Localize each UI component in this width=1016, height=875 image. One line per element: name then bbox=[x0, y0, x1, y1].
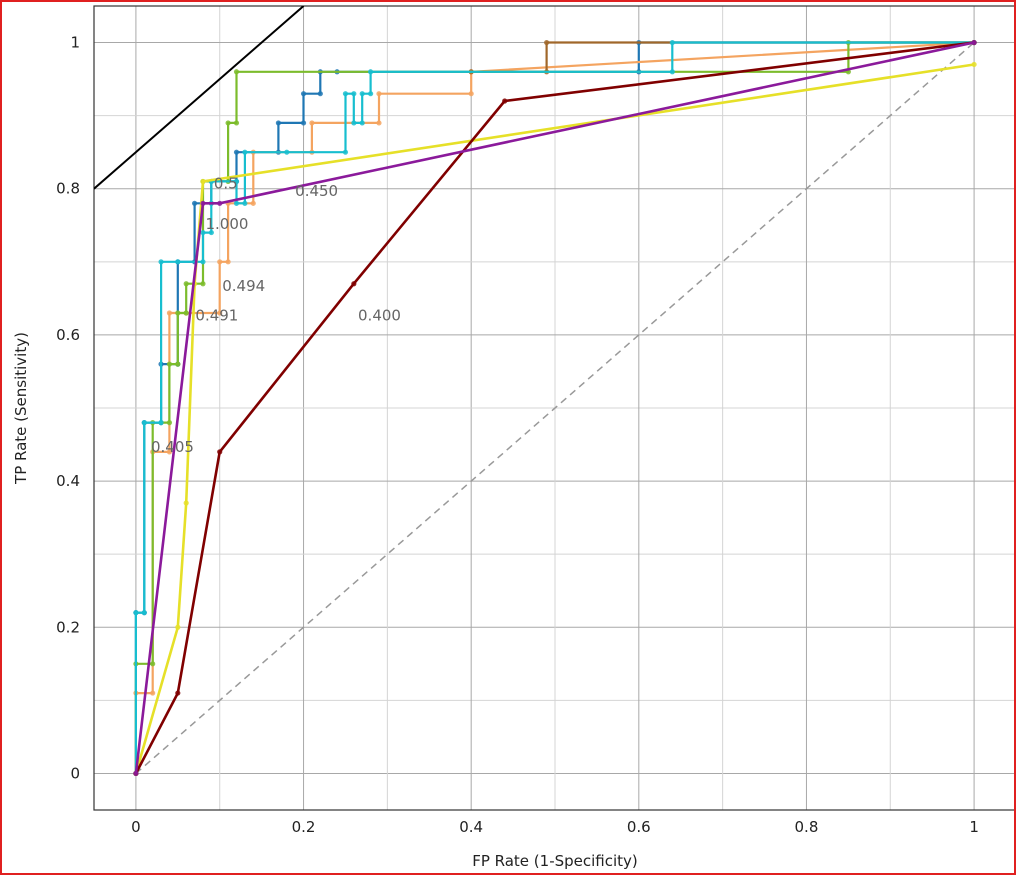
roc-point bbox=[217, 310, 223, 316]
roc-point bbox=[158, 420, 164, 426]
roc-point bbox=[175, 310, 181, 316]
tick-labels: 0 0.2 0.4 0.6 0.8 1 0 0.2 0.4 0.6 0.8 1 bbox=[56, 34, 979, 836]
threshold-label: 1.000 bbox=[205, 215, 248, 233]
x-tick-label: 0 bbox=[131, 818, 141, 836]
roc-point bbox=[200, 200, 206, 206]
roc-point bbox=[284, 149, 290, 155]
roc-point bbox=[225, 259, 231, 265]
roc-point bbox=[191, 200, 198, 206]
roc-curve-1 bbox=[134, 41, 975, 774]
roc-point bbox=[183, 281, 189, 287]
roc-point bbox=[150, 690, 156, 696]
roc-point bbox=[175, 624, 181, 630]
roc-point bbox=[175, 361, 181, 367]
roc-point bbox=[351, 281, 357, 287]
roc-point bbox=[971, 39, 977, 46]
x-tick-label: 0.6 bbox=[627, 818, 651, 836]
roc-point bbox=[971, 61, 977, 68]
x-tick-label: 0.8 bbox=[795, 818, 819, 836]
threshold-labels: 0.5 0.450 1.000 0.494 0.491 0.400 0.405 bbox=[151, 175, 401, 456]
roc-point bbox=[233, 200, 240, 206]
roc-point bbox=[669, 69, 675, 75]
roc-point bbox=[175, 690, 181, 696]
roc-curves bbox=[133, 39, 977, 777]
roc-point bbox=[669, 39, 675, 46]
roc-point bbox=[242, 149, 248, 155]
roc-point bbox=[242, 200, 248, 206]
roc-curve-7 bbox=[134, 41, 975, 774]
roc-point bbox=[200, 281, 206, 287]
roc-point bbox=[233, 120, 240, 126]
roc-curve-6 bbox=[134, 41, 975, 775]
roc-point bbox=[200, 229, 206, 236]
x-tick-label: 0.4 bbox=[459, 818, 483, 836]
roc-point bbox=[376, 120, 382, 126]
roc-point bbox=[166, 361, 173, 367]
roc-curve-5 bbox=[134, 63, 975, 774]
roc-point bbox=[351, 120, 357, 126]
random-classifier-diagonal bbox=[135, 41, 975, 775]
roc-point bbox=[141, 420, 147, 426]
roc-point bbox=[342, 91, 349, 97]
x-axis-title: FP Rate (1-Specificity) bbox=[472, 852, 638, 870]
roc-point bbox=[217, 449, 223, 455]
iso-performance-line bbox=[94, 6, 305, 190]
y-tick-label: 1 bbox=[70, 34, 80, 52]
roc-point bbox=[200, 178, 206, 185]
y-tick-label: 0.4 bbox=[56, 472, 80, 490]
roc-point bbox=[376, 91, 382, 97]
roc-point bbox=[368, 69, 374, 75]
threshold-label: 0.400 bbox=[358, 306, 401, 324]
roc-point bbox=[166, 420, 173, 426]
roc-point bbox=[150, 661, 156, 667]
roc-point bbox=[342, 149, 349, 155]
roc-point bbox=[368, 91, 374, 97]
roc-point bbox=[233, 178, 240, 185]
roc-point bbox=[158, 259, 164, 265]
roc-point bbox=[141, 610, 147, 616]
roc-point bbox=[300, 91, 307, 97]
y-tick-label: 0.6 bbox=[56, 326, 80, 344]
roc-point bbox=[250, 200, 256, 206]
roc-point bbox=[208, 229, 214, 236]
roc-point bbox=[359, 91, 365, 97]
roc-point bbox=[309, 120, 315, 126]
roc-point bbox=[544, 39, 550, 46]
roc-point bbox=[166, 310, 173, 316]
roc-point bbox=[300, 120, 307, 126]
y-tick-label: 0.2 bbox=[56, 618, 80, 636]
x-tick-label: 1 bbox=[969, 818, 979, 836]
roc-point bbox=[275, 120, 281, 126]
roc-point bbox=[233, 69, 240, 75]
roc-point bbox=[183, 310, 189, 316]
x-tick-label: 0.2 bbox=[292, 818, 316, 836]
roc-point bbox=[217, 259, 223, 265]
threshold-label: 0.5 bbox=[214, 175, 238, 193]
reference-lines bbox=[94, 6, 975, 775]
roc-point bbox=[502, 98, 508, 104]
roc-point bbox=[317, 91, 323, 97]
roc-point bbox=[225, 120, 231, 126]
threshold-label: 0.405 bbox=[151, 438, 194, 456]
roc-point bbox=[133, 610, 139, 616]
roc-point bbox=[351, 91, 357, 97]
roc-point bbox=[233, 149, 240, 155]
y-tick-label: 0 bbox=[70, 764, 80, 782]
roc-point bbox=[217, 200, 223, 206]
roc-point bbox=[183, 500, 189, 506]
y-tick-label: 0.8 bbox=[56, 180, 80, 198]
y-axis-title: TP Rate (Sensitivity) bbox=[12, 332, 30, 485]
roc-point bbox=[468, 91, 474, 97]
roc-point bbox=[359, 120, 365, 126]
roc-point bbox=[175, 259, 181, 265]
plot-area-border bbox=[93, 5, 1014, 811]
roc-point bbox=[166, 449, 173, 455]
roc-point bbox=[133, 770, 139, 777]
roc-point bbox=[200, 259, 206, 265]
threshold-label: 0.494 bbox=[222, 277, 265, 295]
threshold-label: 0.450 bbox=[295, 182, 338, 200]
threshold-label: 0.491 bbox=[195, 306, 238, 324]
